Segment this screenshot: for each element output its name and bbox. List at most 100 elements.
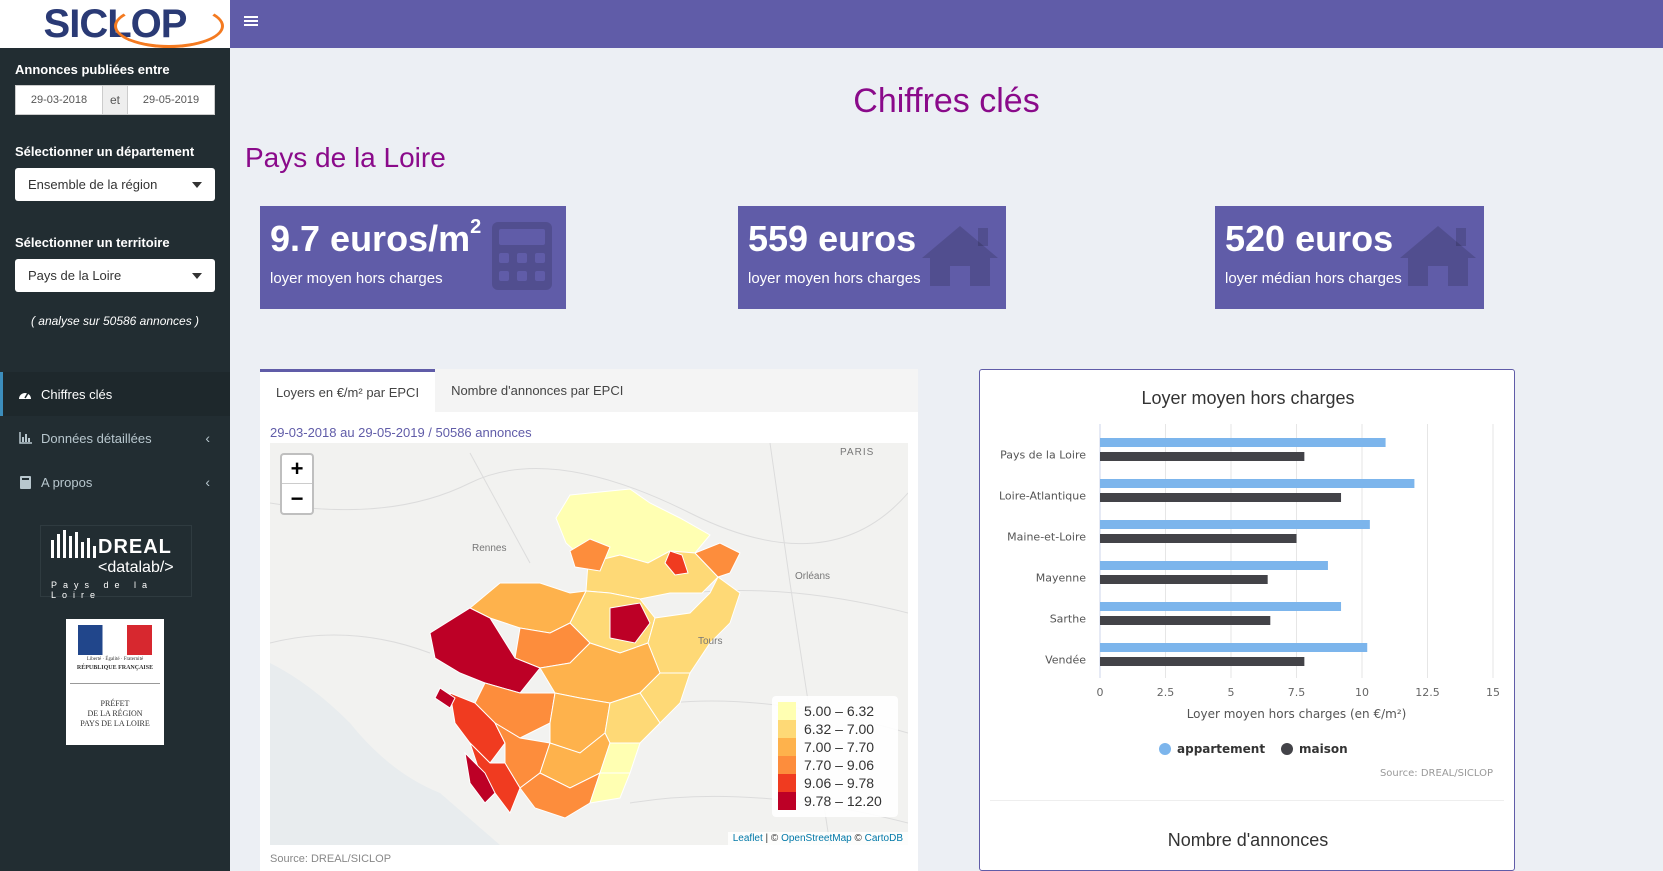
bar-appartement	[1100, 479, 1415, 488]
x-tick-label: 15	[1486, 686, 1500, 699]
prefet-line1: PRÉFET	[100, 699, 130, 708]
x-tick-label: 5	[1228, 686, 1235, 699]
y-category-label: Loire-Atlantique	[999, 490, 1086, 503]
value-box-desc: loyer moyen hors charges	[270, 270, 443, 287]
prefet-line3: PAYS DE LA LOIRE	[80, 719, 150, 728]
cartodb-link[interactable]: CartoDB	[864, 833, 903, 844]
department-select[interactable]: Ensemble de la région	[15, 168, 215, 201]
map-legend: 5.00 – 6.32 6.32 – 7.00 7.00 – 7.70 7.70…	[772, 696, 898, 817]
sidebar: SICLOP Annonces publiées entre 29-03-201…	[0, 0, 230, 871]
bar-chart: 0 2.5 5 7.5 10 12.5 15 Pays de la Loire Loire-At…	[999, 424, 1500, 779]
end-date-input[interactable]: 29-05-2019	[127, 85, 215, 115]
zoom-in-button[interactable]: +	[282, 455, 312, 484]
chart-credit: Source: DREAL/SICLOP	[1380, 768, 1493, 779]
city-label: Rennes	[472, 543, 507, 554]
sidebar-item-chiffres-cles[interactable]: Chiffres clés	[0, 372, 230, 416]
dreal-region: Pays de la Loire	[51, 580, 154, 600]
legend-swatch	[778, 702, 796, 720]
logo[interactable]: SICLOP	[0, 0, 230, 48]
caret-down-icon	[192, 272, 202, 279]
territory-label: Sélectionner un territoire	[15, 235, 170, 250]
legend-item: 5.00 – 6.32	[778, 702, 892, 720]
x-tick-label: 7.5	[1288, 686, 1306, 699]
legend-item: 9.06 – 9.78	[778, 774, 892, 792]
marianne-flag-icon	[78, 625, 152, 655]
chevron-left-icon: ‹	[205, 474, 210, 490]
home-icon	[1400, 226, 1476, 286]
caret-down-icon	[192, 181, 202, 188]
legend-label: 7.00 – 7.70	[804, 739, 875, 755]
start-date-input[interactable]: 29-03-2018	[15, 85, 103, 115]
date-separator: et	[103, 85, 127, 115]
zoom-out-button[interactable]: −	[290, 485, 304, 511]
value-box-loyer-median: 520 euros loyer médian hors charges	[1215, 206, 1484, 309]
bar-appartement	[1100, 520, 1370, 529]
y-category-label: Maine-et-Loire	[1007, 531, 1086, 544]
sidebar-item-label: Données détaillées	[41, 430, 152, 446]
y-category-label: Sarthe	[1050, 613, 1087, 626]
attrib-sep: ©	[851, 833, 865, 844]
territory-select-value: Pays de la Loire	[28, 268, 122, 283]
legend-swatch	[778, 720, 796, 738]
dreal-datalab-logo[interactable]: DREAL <datalab/> Pays de la Loire	[40, 525, 192, 600]
y-category-label: Vendée	[1045, 654, 1086, 667]
chart-panel: Loyer moyen hors charges 0 2.5 5 7.5 10 12.5 1…	[979, 369, 1515, 871]
map-attribution: Leaflet | © OpenStreetMap © CartoDB	[727, 832, 908, 845]
leaflet-map[interactable]: + − PARIS Rennes Orléans Tours 5.00 – 6.…	[270, 443, 908, 845]
x-tick-label: 12.5	[1415, 686, 1440, 699]
legend-item: 7.00 – 7.70	[778, 738, 892, 756]
bar-appartement	[1100, 643, 1368, 652]
legend-label: 6.32 – 7.00	[804, 721, 875, 737]
city-label: PARIS	[840, 447, 875, 458]
leaflet-link[interactable]: Leaflet	[732, 833, 763, 844]
dashboard-icon	[18, 387, 32, 401]
legend-swatch	[778, 756, 796, 774]
legend-swatch	[778, 738, 796, 756]
tab-annonces-epci[interactable]: Nombre d'annonces par EPCI	[451, 383, 624, 398]
prefet-line2: DE LA RÉGION	[87, 709, 143, 718]
bar-appartement	[1100, 561, 1328, 570]
bar-maison	[1100, 575, 1268, 584]
department-label: Sélectionner un département	[15, 144, 195, 159]
value-box-value: 520 euros	[1225, 218, 1394, 259]
bar-maison	[1100, 657, 1305, 666]
legend-label: 9.06 – 9.78	[804, 775, 875, 791]
map-subtitle: 29-03-2018 au 29-05-2019 / 50586 annonce…	[270, 425, 532, 440]
value-box-desc: loyer médian hors charges	[1225, 270, 1402, 287]
osm-link[interactable]: OpenStreetMap	[781, 833, 852, 844]
analysis-count: ( analyse sur 50586 annonces )	[30, 314, 200, 328]
prefet-motto: Liberté · Égalité · Fraternité	[86, 657, 144, 662]
zoom-control: + −	[280, 453, 314, 515]
map-tabs: Loyers en €/m² par EPCI Nombre d'annonce…	[260, 369, 918, 412]
legend-label: appartement	[1177, 742, 1265, 756]
bar-appartement	[1100, 438, 1386, 447]
map-tiles	[270, 443, 908, 845]
value-box-desc: loyer moyen hors charges	[748, 270, 921, 287]
sidebar-item-label: Chiffres clés	[41, 386, 113, 402]
x-axis-label: Loyer moyen hors charges (en €/m²)	[1187, 707, 1407, 721]
tab-loyers-epci[interactable]: Loyers en €/m² par EPCI	[260, 369, 436, 412]
legend-swatch	[778, 792, 796, 810]
y-category-label: Mayenne	[1036, 572, 1086, 585]
legend-item: 7.70 – 9.06	[778, 756, 892, 774]
legend-label: 5.00 – 6.32	[804, 703, 875, 719]
value-box-loyer-m2: 9.7 euros/m2 loyer moyen hors charges	[260, 206, 566, 309]
dreal-subtitle: <datalab/>	[98, 559, 174, 576]
map-source: Source: DREAL/SICLOP	[270, 853, 392, 865]
chart-title: Loyer moyen hors charges	[1141, 388, 1355, 408]
legend-label: 9.78 – 12.20	[804, 793, 882, 809]
value-box-loyer-moyen: 559 euros loyer moyen hors charges	[738, 206, 1006, 309]
value-box-value: 559 euros	[748, 218, 917, 259]
hamburger-menu-icon[interactable]	[244, 14, 258, 28]
legend-label: maison	[1299, 742, 1348, 756]
territory-select[interactable]: Pays de la Loire	[15, 259, 215, 292]
date-range: 29-03-2018 et 29-05-2019	[15, 85, 215, 115]
sidebar-item-a-propos[interactable]: A propos ‹	[0, 460, 230, 504]
attrib-sep: | ©	[762, 833, 782, 844]
y-category-label: Pays de la Loire	[1000, 449, 1086, 462]
top-navbar	[230, 0, 1663, 48]
sidebar-item-donnees-detaillees[interactable]: Données détaillées ‹	[0, 416, 230, 460]
region-title: Pays de la Loire	[245, 142, 446, 173]
map-panel: Loyers en €/m² par EPCI Nombre d'annonce…	[260, 369, 918, 871]
dreal-title: DREAL	[98, 536, 172, 558]
